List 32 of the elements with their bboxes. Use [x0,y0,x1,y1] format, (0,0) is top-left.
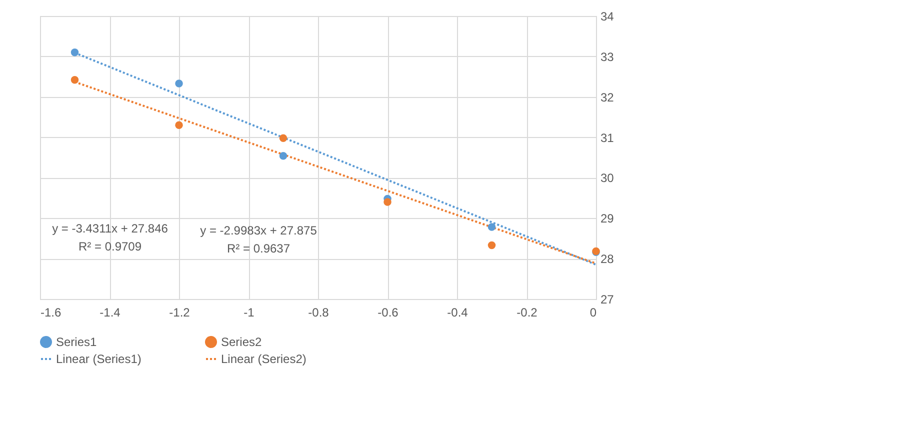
y-tick-label: 28 [600,252,614,266]
annotation: y = -3.4311x + 27.846 R² = 0.9709 [52,221,168,254]
point [175,80,183,88]
x-tick-label: -1.2 [169,306,190,320]
y-tick-label: 32 [600,90,614,104]
x-tick-label: -0.8 [308,306,330,320]
legend-label: Series2 [221,335,262,349]
x-tick-label: -1.6 [40,306,62,320]
y-tick-label: 31 [600,130,614,145]
point [488,241,496,250]
x-tick-label: -1 [244,306,255,320]
x-tick-label: 0 [590,306,597,320]
point [70,48,79,56]
y-tick-label: 33 [600,50,614,64]
annotation: y = -2.9983x + 27.875 R² = 0.9637 [200,223,318,256]
y-tick-label: 27 [600,292,614,306]
point [384,198,392,206]
point [70,76,79,84]
y-tick-label: 34 [600,10,614,24]
x-tick-label: -0.2 [516,306,538,320]
point [488,223,496,231]
y-tick-label: 30 [600,171,614,186]
y-tick-label: 29 [600,212,614,226]
legend-label: Linear (Series2) [221,352,306,366]
point [175,121,183,130]
x-tick-label: -0.6 [378,306,399,320]
x-tick-label: -0.4 [447,306,468,320]
point [279,134,288,142]
x-tick-label: -1.4 [100,306,121,320]
legend-label: Series1 [56,335,98,349]
legend-label: Linear (Series1) [56,352,142,366]
point [279,152,288,160]
